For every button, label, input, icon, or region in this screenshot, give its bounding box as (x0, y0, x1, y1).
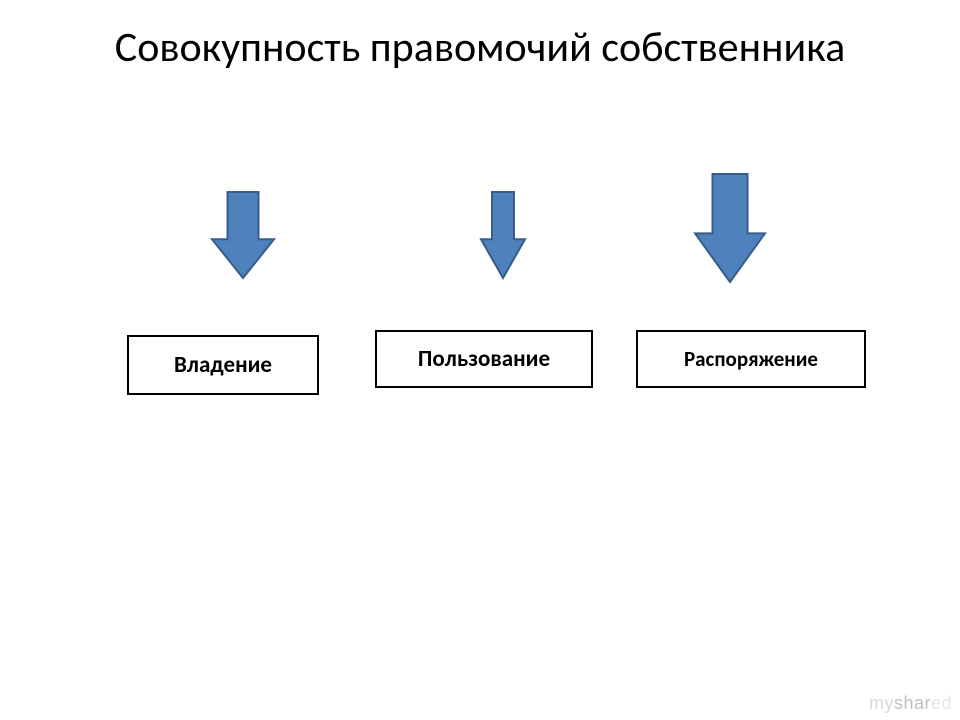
watermark: myshared (869, 693, 952, 714)
box-left: Владение (127, 335, 319, 395)
arrow-right (693, 172, 767, 289)
watermark-part-ed: ed (931, 693, 952, 713)
watermark-part-shar: shar (894, 693, 931, 713)
arrow-middle (479, 190, 527, 285)
watermark-part-my: my (869, 693, 894, 713)
box-middle-label: Пользование (418, 345, 550, 373)
box-left-label: Владение (174, 351, 272, 379)
box-middle: Пользование (375, 330, 593, 388)
box-right-label: Распоряжение (684, 346, 818, 372)
arrow-left (210, 190, 276, 285)
slide-title: Совокупность правомочий собственника (0, 24, 960, 72)
box-right: Распоряжение (636, 330, 866, 388)
